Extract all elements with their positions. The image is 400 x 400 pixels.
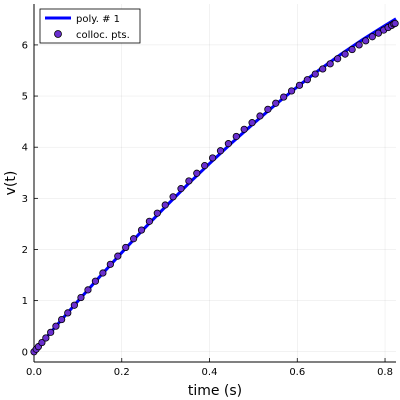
collocation-point: [257, 113, 263, 119]
collocation-point: [296, 82, 302, 88]
collocation-point: [178, 185, 184, 191]
collocation-point: [265, 106, 271, 112]
y-tick-label: 6: [22, 40, 28, 51]
x-tick-label: 0.0: [26, 367, 42, 378]
collocation-point: [43, 335, 49, 341]
collocation-point: [71, 302, 77, 308]
collocation-point: [356, 42, 362, 48]
collocation-point: [288, 88, 294, 94]
collocation-point: [100, 270, 106, 276]
x-axis-title: time (s): [188, 383, 242, 399]
collocation-point: [217, 148, 223, 154]
x-tick-label: 0.4: [202, 367, 218, 378]
x-tick-label: 0.8: [377, 367, 393, 378]
y-tick-label: 4: [22, 143, 28, 154]
collocation-point: [312, 71, 318, 77]
collocation-point: [123, 244, 129, 250]
collocation-point: [392, 20, 398, 26]
collocation-point: [47, 329, 53, 335]
collocation-point: [327, 61, 333, 67]
collocation-point: [369, 34, 375, 40]
collocation-point: [233, 133, 239, 139]
series-layer: [34, 19, 396, 352]
collocation-point: [138, 227, 144, 233]
series-line-poly-1: [34, 19, 396, 352]
y-tick-label: 1: [22, 296, 28, 307]
collocation-point: [65, 310, 71, 316]
y-tick-label: 5: [22, 92, 28, 103]
points-layer: [31, 20, 399, 355]
collocation-point: [78, 294, 84, 300]
collocation-point: [342, 51, 348, 57]
collocation-point: [58, 316, 64, 322]
collocation-point: [85, 287, 91, 293]
collocation-point: [154, 210, 160, 216]
grid: [34, 4, 396, 362]
x-tick-label: 0.2: [114, 367, 130, 378]
collocation-point: [320, 66, 326, 72]
collocation-point: [241, 126, 247, 132]
x-ticks: 0.0 0.2 0.4 0.6 0.8: [26, 358, 393, 378]
collocation-point: [186, 178, 192, 184]
x-tick-label: 0.6: [289, 367, 305, 378]
collocation-point: [304, 76, 310, 82]
collocation-point: [363, 38, 369, 44]
collocation-point: [273, 100, 279, 106]
legend-entry-line-label: poly. # 1: [76, 14, 120, 25]
collocation-point: [349, 46, 355, 52]
plot-frame: [34, 4, 396, 362]
y-axis-title: v(t): [3, 171, 19, 196]
collocation-point: [146, 218, 152, 224]
collocation-point: [115, 253, 121, 259]
collocation-point: [194, 170, 200, 176]
collocation-point: [209, 155, 215, 161]
collocation-point: [249, 119, 255, 125]
collocation-point: [107, 261, 113, 267]
collocation-point: [162, 202, 168, 208]
legend-entry-points-label: colloc. pts.: [76, 30, 130, 41]
collocation-point: [92, 278, 98, 284]
collocation-point: [170, 194, 176, 200]
collocation-point: [225, 140, 231, 146]
y-tick-label: 2: [22, 245, 28, 256]
collocation-point: [130, 236, 136, 242]
collocation-point: [280, 94, 286, 100]
collocation-point: [201, 162, 207, 168]
legend: poly. # 1 colloc. pts.: [40, 9, 140, 43]
y-ticks: 0 1 2 3 4 5 6: [22, 40, 38, 358]
legend-point-swatch: [55, 31, 62, 38]
y-tick-label: 0: [22, 347, 28, 358]
y-tick-label: 3: [22, 194, 28, 205]
collocation-point: [53, 323, 59, 329]
collocation-point: [334, 56, 340, 62]
